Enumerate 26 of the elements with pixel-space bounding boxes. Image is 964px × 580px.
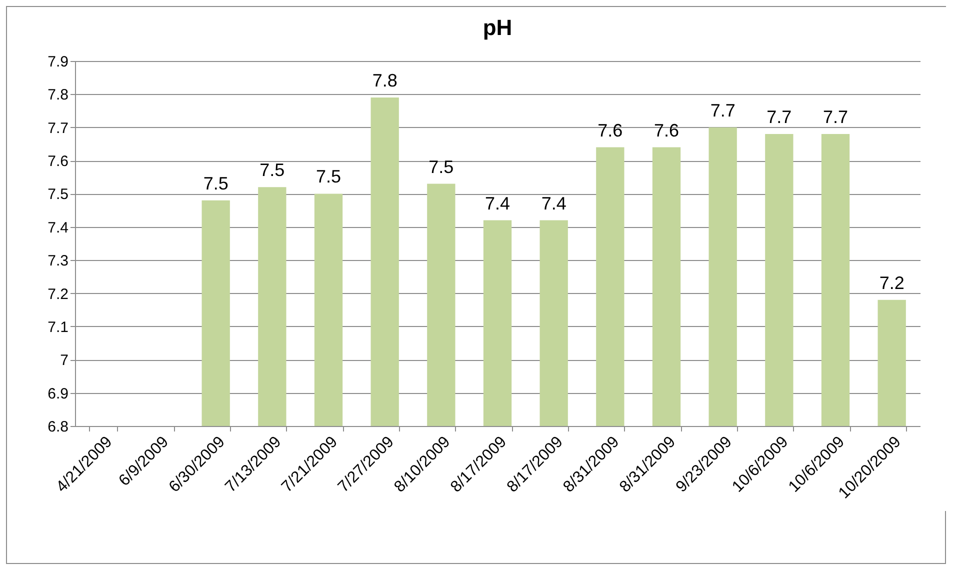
data-label: 7.6	[598, 120, 623, 140]
y-tick-label: 6.8	[48, 418, 68, 436]
data-label: 7.5	[316, 166, 342, 187]
y-tick-label: 7.4	[48, 219, 68, 236]
data-label: 7.5	[260, 160, 285, 180]
y-tick-label: 7.7	[48, 120, 68, 137]
y-tick-label: 7.9	[48, 54, 68, 70]
data-label: 7.7	[710, 100, 736, 120]
data-label: 7.4	[484, 193, 510, 214]
y-tick-label: 7.6	[48, 153, 68, 170]
y-tick-label: 7.1	[48, 318, 68, 336]
chart-title: pH	[482, 15, 512, 40]
y-tick-label: 7	[60, 352, 68, 370]
data-label: 7.6	[654, 120, 680, 140]
y-tick-label: 7.3	[48, 252, 68, 270]
data-label: 7.7	[822, 107, 848, 127]
data-label: 7.8	[372, 70, 398, 90]
y-tick-label: 7.5	[48, 186, 68, 204]
data-label: 7.5	[428, 156, 454, 177]
data-label: 7.2	[879, 272, 904, 293]
data-label: 7.5	[203, 173, 228, 194]
y-tick-label: 7.8	[48, 86, 68, 104]
y-tick-label: 6.9	[48, 385, 68, 402]
y-tick-label: 7.2	[48, 286, 68, 303]
data-label: 7.4	[541, 193, 566, 214]
data-label: 7.7	[766, 107, 792, 127]
